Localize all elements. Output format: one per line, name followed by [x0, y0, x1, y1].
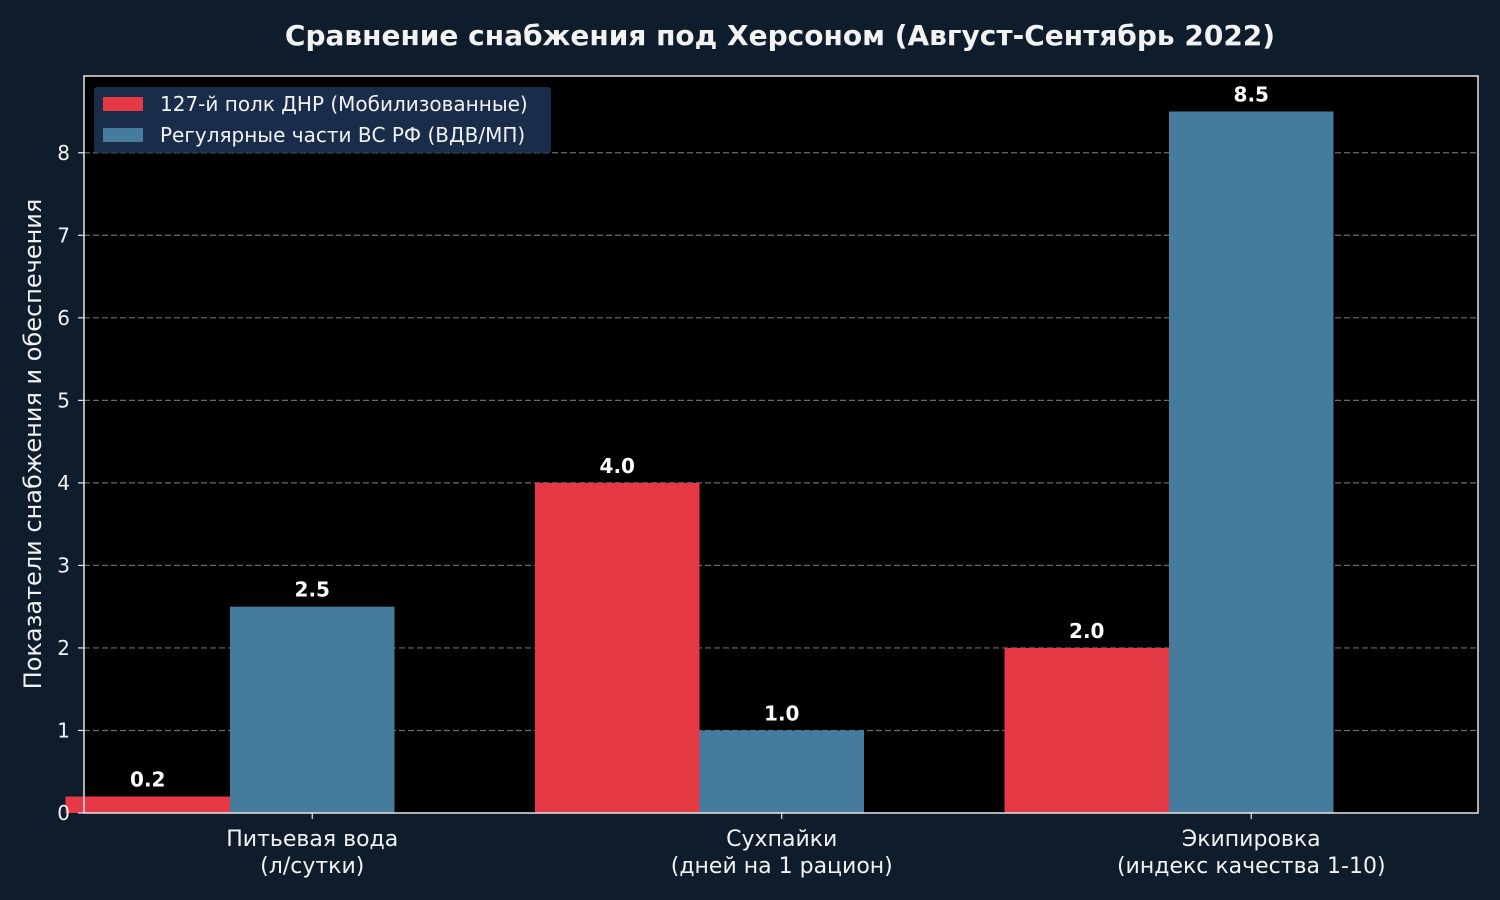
y-tick-label: 3: [57, 553, 70, 577]
x-tick-label: Экипировка: [1182, 827, 1321, 852]
y-axis-label: Показатели снабжения и обеспечения: [19, 199, 47, 690]
value-label: 4.0: [600, 454, 635, 478]
x-tick-label: Сухпайки: [726, 827, 837, 852]
bar-dnr-0: [65, 796, 230, 813]
legend-swatch: [103, 128, 143, 142]
legend-box: [94, 87, 551, 153]
y-tick-label: 0: [57, 801, 70, 825]
legend-label: 127-й полк ДНР (Мобилизованные): [160, 92, 528, 116]
y-tick-label: 7: [57, 223, 70, 247]
y-tick-label: 1: [57, 718, 70, 742]
y-axis: 0 1 2 3 4 5 6 7 8: [57, 141, 84, 825]
bar-regular-2: [1169, 111, 1334, 814]
legend-swatch: [103, 97, 143, 111]
value-label: 2.5: [295, 578, 330, 602]
legend-label: Регулярные части ВС РФ (ВДВ/МП): [160, 123, 525, 147]
bar-regular-0: [230, 606, 395, 813]
plot-frame: [83, 75, 1479, 814]
y-tick-label: 8: [57, 141, 70, 165]
x-axis: Питьевая вода(л/сутки) Сухпайки(дней на 1…: [226, 813, 1386, 879]
bar-regular-1: [699, 730, 864, 813]
x-tick-label: (л/сутки): [260, 854, 364, 879]
value-label: 2.0: [1069, 619, 1104, 643]
value-label: 1.0: [764, 701, 799, 725]
bar-dnr-2: [1004, 647, 1169, 813]
value-labels: 0.2 4.0 2.0 2.5 1.0 8.5: [130, 82, 1269, 791]
x-tick-label: (индекс качества 1-10): [1117, 854, 1386, 879]
y-tick-label: 5: [57, 388, 70, 412]
x-tick-label: Питьевая вода: [226, 827, 398, 852]
chart-title: Сравнение снабжения под Херсоном (Август…: [285, 19, 1275, 52]
y-tick-label: 4: [57, 471, 70, 495]
bar-dnr-1: [535, 482, 700, 813]
x-tick-label: (дней на 1 рацион): [671, 854, 893, 879]
value-label: 8.5: [1234, 82, 1269, 106]
y-tick-label: 6: [57, 306, 70, 330]
y-tick-label: 2: [57, 636, 70, 660]
value-label: 0.2: [130, 767, 165, 791]
bars: [65, 111, 1334, 814]
legend: 127-й полк ДНР (Мобилизованные) Регулярны…: [94, 87, 551, 153]
